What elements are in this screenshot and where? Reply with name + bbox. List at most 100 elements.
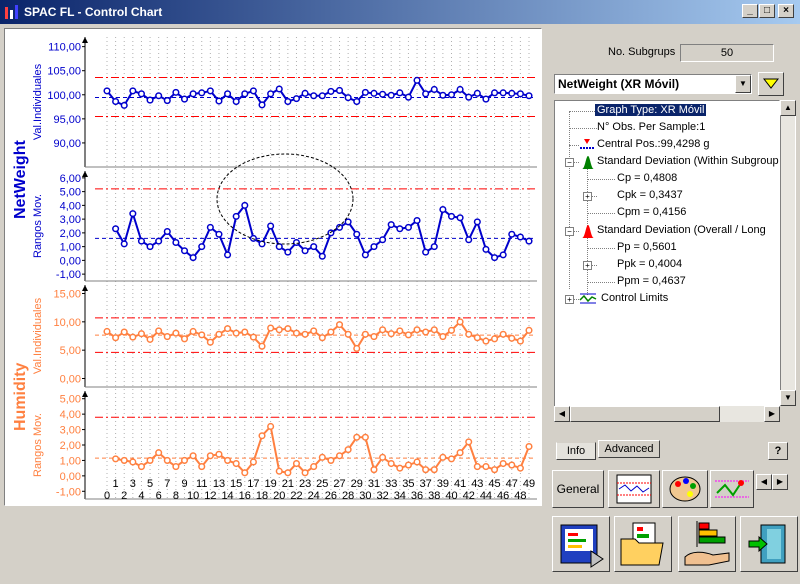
- y-tick-label: 0,00: [60, 471, 81, 483]
- tab-scroll-right-icon[interactable]: ▶: [772, 474, 788, 490]
- tab-general[interactable]: General: [552, 470, 604, 508]
- y-tick-label: 110,00: [48, 42, 81, 54]
- open-button[interactable]: [614, 516, 672, 572]
- data-point: [172, 88, 180, 96]
- bar-hand-icon: [684, 521, 730, 566]
- data-point: [120, 101, 128, 109]
- tree-cpm[interactable]: Cpm = 0,4156: [617, 206, 687, 218]
- y-tick-label: 3,00: [60, 425, 81, 437]
- tab-limits[interactable]: [710, 470, 754, 508]
- tree-cp[interactable]: Cp = 0,4808: [617, 172, 678, 184]
- x-tick-label: 26: [325, 490, 337, 502]
- data-point: [189, 452, 197, 460]
- minimize-button[interactable]: _: [742, 4, 758, 18]
- tree-std-overall[interactable]: Standard Deviation (Overall / Long: [597, 224, 766, 236]
- tab-colors[interactable]: [662, 470, 708, 508]
- report-button[interactable]: [552, 516, 610, 572]
- tab-advanced[interactable]: Advanced: [598, 440, 660, 458]
- window-title: SPAC FL - Control Chart: [24, 5, 163, 19]
- data-point: [206, 338, 214, 346]
- data-point: [508, 89, 516, 97]
- data-point: [275, 467, 283, 475]
- variable-select[interactable]: NetWeight (XR Móvil) ▼: [554, 74, 752, 94]
- x-tick-label: 38: [428, 490, 440, 502]
- chevron-down-icon[interactable]: ▼: [735, 75, 751, 93]
- tree-vertical-scrollbar[interactable]: ▲ ▼: [780, 100, 796, 406]
- data-point: [172, 238, 180, 247]
- expand-icon[interactable]: +: [565, 295, 574, 304]
- data-point: [525, 326, 533, 334]
- x-tick-label: 27: [333, 478, 345, 490]
- y-tick-label: 2,00: [60, 440, 81, 452]
- maximize-button[interactable]: □: [759, 4, 775, 18]
- data-point: [258, 101, 266, 109]
- data-point: [267, 422, 275, 431]
- tree-std-within[interactable]: Standard Deviation (Within Subgroups): [597, 155, 780, 167]
- close-button[interactable]: ×: [778, 4, 794, 18]
- data-point: [370, 333, 378, 341]
- x-tick-label: 45: [488, 478, 500, 490]
- variable-select-value: NetWeight (XR Móvil): [558, 77, 680, 91]
- scroll-down-icon[interactable]: ▼: [780, 390, 796, 406]
- tree-obs-per-sample[interactable]: N° Obs. Per Sample:1: [597, 121, 706, 133]
- data-point: [129, 87, 137, 95]
- filter-button[interactable]: [758, 72, 784, 96]
- overall-deviation-bell-icon: [582, 225, 594, 238]
- data-point: [163, 97, 171, 105]
- data-point: [482, 245, 490, 253]
- data-point: [155, 449, 163, 457]
- tree-pp[interactable]: Pp = 0,5601: [617, 241, 677, 253]
- tree-ppk[interactable]: Ppk = 0,4004: [617, 258, 683, 270]
- expand-icon[interactable]: +: [583, 192, 592, 201]
- tree-ppm[interactable]: Ppm = 0,4637: [617, 275, 686, 287]
- tab-scroll-left-icon[interactable]: ◀: [756, 474, 772, 490]
- scroll-up-icon[interactable]: ▲: [780, 100, 796, 116]
- data-point: [232, 212, 240, 220]
- tab-info[interactable]: Info: [556, 442, 596, 460]
- collapse-icon[interactable]: −: [565, 227, 574, 236]
- tree-control-limits[interactable]: Control Limits: [601, 292, 669, 304]
- x-tick-label: 37: [420, 478, 432, 490]
- data-point: [198, 463, 206, 471]
- info-tree[interactable]: Graph Type: XR Móvil N° Obs. Per Sample:…: [554, 100, 780, 422]
- data-point: [292, 95, 301, 103]
- x-tick-label: 16: [239, 490, 251, 502]
- data-button[interactable]: [678, 516, 736, 572]
- y-tick-label: 6,00: [60, 173, 81, 185]
- chart-axes: 110,00105,00100,0095,0090,00Val.Individu…: [32, 37, 537, 502]
- data-point: [413, 216, 421, 225]
- data-point: [361, 330, 369, 338]
- data-point: [292, 459, 301, 468]
- expand-icon[interactable]: +: [583, 261, 592, 270]
- data-point: [232, 97, 240, 106]
- x-tick-label: 3: [130, 478, 136, 490]
- central-position-icon: [580, 139, 594, 149]
- data-point: [241, 469, 249, 477]
- tree-graph-type[interactable]: Graph Type: XR Móvil: [595, 104, 707, 116]
- scroll-left-icon[interactable]: ◀: [554, 406, 570, 422]
- y-tick-label: 10,00: [53, 317, 81, 329]
- scroll-right-icon[interactable]: ▶: [764, 406, 780, 422]
- data-point: [396, 327, 404, 335]
- x-tick-label: 2: [121, 490, 127, 502]
- data-point: [112, 225, 120, 233]
- data-point: [172, 329, 180, 337]
- data-point: [422, 466, 430, 474]
- x-tick-label: 0: [104, 490, 110, 502]
- tab-chart-view[interactable]: [608, 470, 660, 508]
- exit-button[interactable]: [740, 516, 798, 572]
- scroll-thumb[interactable]: [570, 406, 720, 422]
- tree-horizontal-scrollbar[interactable]: ◀ ▶: [554, 406, 780, 422]
- x-tick-label: 47: [506, 478, 518, 490]
- data-point: [482, 337, 490, 345]
- y-axis-arrow: [82, 285, 88, 291]
- control-chart-panel: 110,00 105,00 100,00 95,00 90,00 Val.Individu…: [4, 28, 542, 506]
- tree-cpk[interactable]: Cpk = 0,3437: [617, 189, 683, 201]
- data-point: [361, 251, 369, 259]
- data-point: [267, 222, 275, 230]
- data-point: [232, 459, 240, 468]
- title-bar[interactable]: SPAC FL - Control Chart _ □ ×: [0, 0, 800, 24]
- help-button[interactable]: ?: [768, 442, 788, 460]
- tree-central-pos[interactable]: Central Pos.:99,4298 g: [597, 138, 710, 150]
- collapse-icon[interactable]: −: [565, 158, 574, 167]
